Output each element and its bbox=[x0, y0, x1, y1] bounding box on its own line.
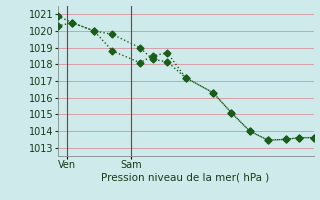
X-axis label: Pression niveau de la mer( hPa ): Pression niveau de la mer( hPa ) bbox=[101, 173, 270, 183]
